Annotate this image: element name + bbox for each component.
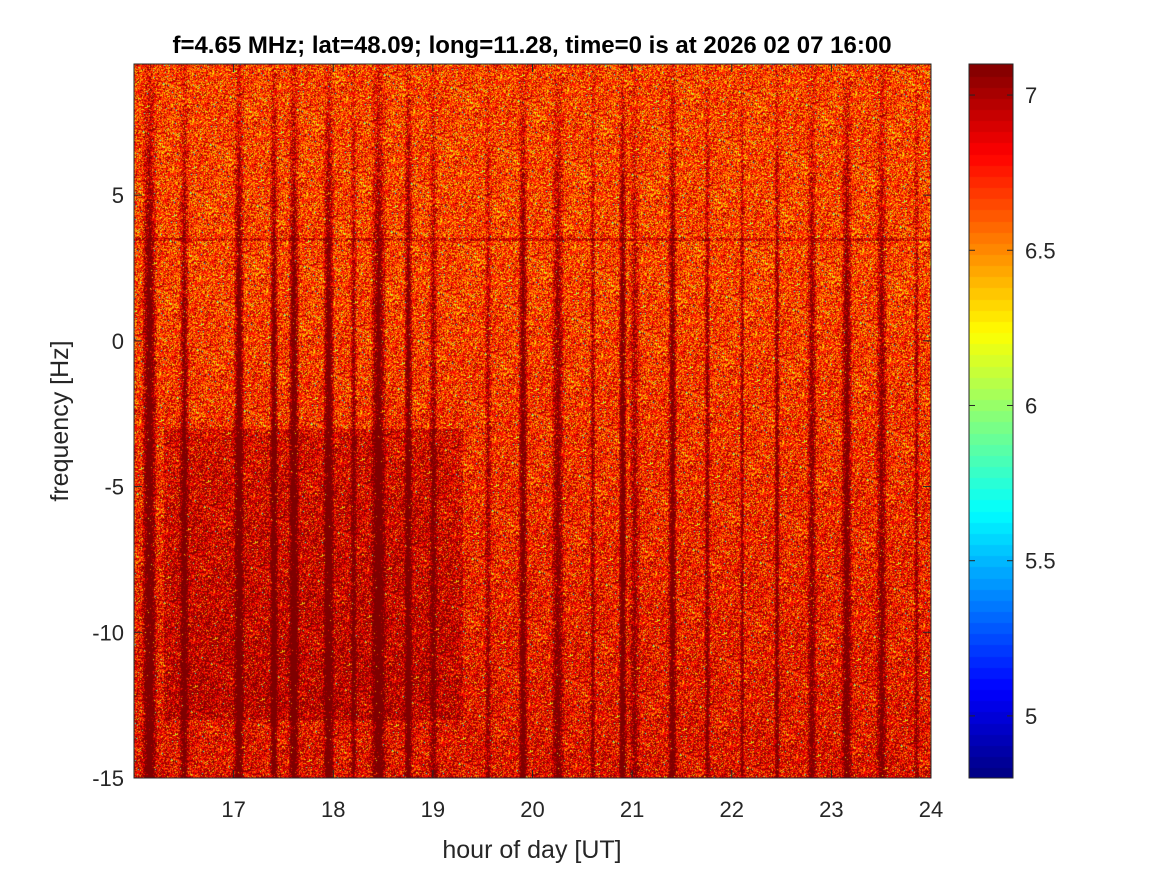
- colorbar-tick-label: 5.5: [1025, 549, 1056, 574]
- colorbar-tick-label: 6: [1025, 393, 1037, 418]
- y-axis-ticks: -15 -10 -5 0 5: [92, 183, 931, 791]
- y-tick-label: 0: [112, 329, 124, 354]
- spectrogram-heatmap: [134, 64, 931, 778]
- x-axis-label: hour of day [UT]: [442, 836, 621, 864]
- colorbar-tick-label: 5: [1025, 704, 1037, 729]
- x-tick-label: 19: [421, 797, 445, 822]
- colorbar-tick-label: 6.5: [1025, 238, 1056, 263]
- x-tick-label: 18: [321, 797, 345, 822]
- y-tick-label: 5: [112, 183, 124, 208]
- x-tick-label: 24: [919, 797, 943, 822]
- y-tick-label: -5: [104, 475, 124, 500]
- x-tick-label: 23: [819, 797, 843, 822]
- x-tick-label: 20: [520, 797, 544, 822]
- y-tick-label: -10: [92, 620, 124, 645]
- plot-frame: [133, 63, 932, 779]
- chart-title: f=4.65 MHz; lat=48.09; long=11.28, time=…: [172, 32, 891, 59]
- colorbar-frame: [968, 63, 1014, 779]
- colorbar-tick-label: 7: [1025, 83, 1037, 108]
- colorbar-gradient: [969, 64, 1013, 778]
- y-axis-label: frequency [Hz]: [46, 340, 74, 501]
- x-axis-ticks: 17 18 19 20 21 22 23 24: [221, 64, 943, 822]
- x-tick-label: 21: [620, 797, 644, 822]
- x-tick-label: 17: [221, 797, 245, 822]
- colorbar-ticks: 5 5.5 6 6.5 7: [969, 83, 1056, 729]
- x-tick-label: 22: [720, 797, 744, 822]
- y-tick-label: -15: [92, 766, 124, 791]
